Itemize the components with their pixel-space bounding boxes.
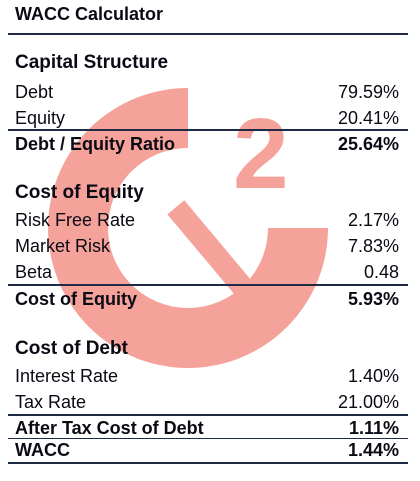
g2-logo-watermark: 2 xyxy=(48,88,328,368)
divider xyxy=(8,284,408,286)
interest-rate-label: Interest Rate xyxy=(15,365,119,386)
cost-of-debt-heading: Cost of Debt xyxy=(15,338,128,359)
cost-of-equity-total-row: Cost of Equity 5.93% xyxy=(15,287,399,311)
cost-of-equity-total-label: Cost of Equity xyxy=(15,288,137,309)
svg-text:2: 2 xyxy=(233,98,289,210)
after-tax-cost-of-debt-row: After Tax Cost of Debt 1.11% xyxy=(15,416,399,440)
risk-free-rate-value: 2.17% xyxy=(347,209,399,230)
tax-rate-value: 21.00% xyxy=(337,391,399,412)
divider xyxy=(8,414,408,416)
debt-equity-ratio-label: Debt / Equity Ratio xyxy=(15,133,176,154)
market-risk-row: Market Risk 7.83% xyxy=(15,234,399,258)
risk-free-rate-row: Risk Free Rate 2.17% xyxy=(15,208,399,232)
wacc-value: 1.44% xyxy=(347,439,399,460)
tax-rate-label: Tax Rate xyxy=(15,391,87,412)
bottom-divider xyxy=(8,462,408,464)
equity-label: Equity xyxy=(15,107,66,128)
debt-label: Debt xyxy=(15,81,54,102)
cost-of-equity-total-value: 5.93% xyxy=(347,288,399,309)
debt-row: Debt 79.59% xyxy=(15,80,399,104)
debt-equity-ratio-row: Debt / Equity Ratio 25.64% xyxy=(15,132,399,156)
market-risk-label: Market Risk xyxy=(15,235,111,256)
wacc-row: WACC 1.44% xyxy=(15,438,399,462)
title-divider xyxy=(8,33,408,35)
risk-free-rate-label: Risk Free Rate xyxy=(15,209,136,230)
debt-equity-ratio-value: 25.64% xyxy=(337,133,399,154)
debt-value: 79.59% xyxy=(337,81,399,102)
divider xyxy=(8,438,408,439)
equity-value: 20.41% xyxy=(337,107,399,128)
cost-of-equity-heading: Cost of Equity xyxy=(15,182,144,203)
beta-label: Beta xyxy=(15,261,53,282)
capital-structure-heading: Capital Structure xyxy=(15,52,169,73)
interest-rate-row: Interest Rate 1.40% xyxy=(15,364,399,388)
beta-row: Beta 0.48 xyxy=(15,260,399,284)
after-tax-cost-of-debt-label: After Tax Cost of Debt xyxy=(15,417,204,438)
tax-rate-row: Tax Rate 21.00% xyxy=(15,390,399,414)
wacc-label: WACC xyxy=(15,439,70,460)
divider xyxy=(8,129,408,131)
beta-value: 0.48 xyxy=(363,261,399,282)
page-title: WACC Calculator xyxy=(15,4,164,24)
after-tax-cost-of-debt-value: 1.11% xyxy=(348,417,399,438)
equity-row: Equity 20.41% xyxy=(15,106,399,130)
interest-rate-value: 1.40% xyxy=(347,365,399,386)
market-risk-value: 7.83% xyxy=(347,235,399,256)
